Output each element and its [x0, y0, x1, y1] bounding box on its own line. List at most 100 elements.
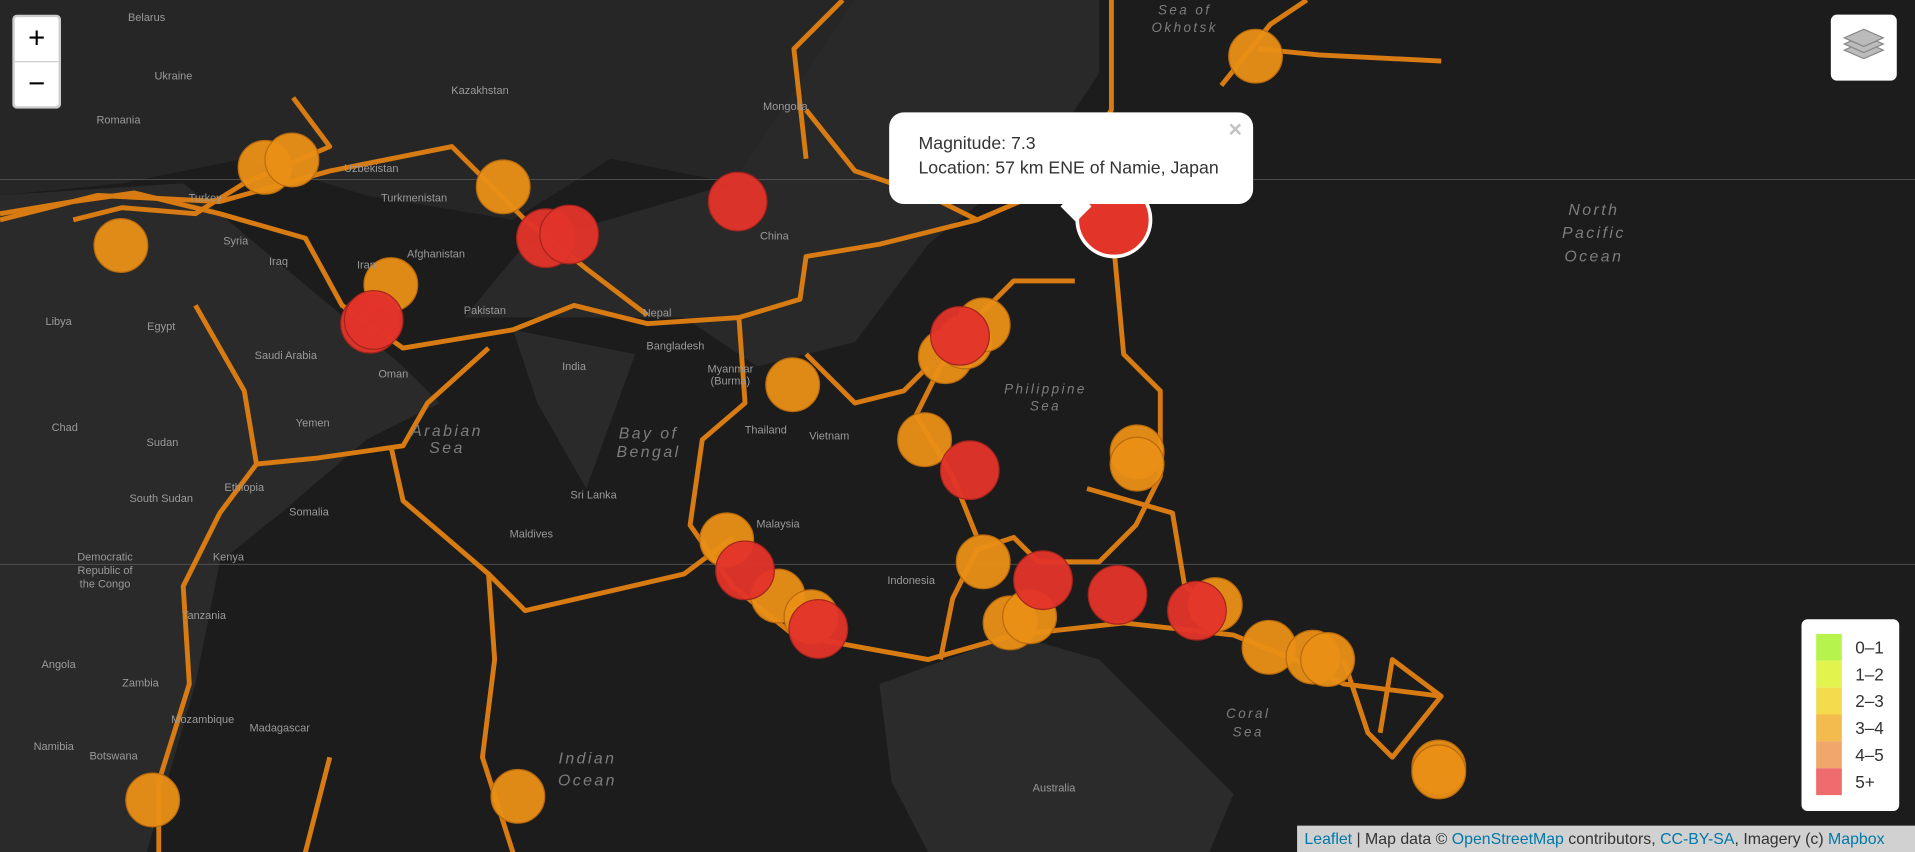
layers-control[interactable] [1830, 14, 1897, 81]
place-label: the Congo [80, 578, 131, 590]
place-label: Myanmar [707, 364, 753, 376]
earthquake-marker[interactable] [93, 218, 149, 273]
legend-label: 5+ [1855, 771, 1875, 792]
place-label: Iran [357, 260, 376, 272]
place-label: Namibia [34, 741, 75, 753]
land [512, 329, 636, 489]
place-label: Botswana [89, 751, 138, 763]
legend-swatch [1816, 660, 1842, 688]
place-label: Democratic [77, 552, 133, 564]
place-labels: Belarus Ukraine Romania Kazakhstan Mongolia U… [34, 12, 1077, 795]
place-label: Uzbekistan [344, 163, 398, 175]
sea-label: Okhotsk [1152, 20, 1218, 35]
legend-label: 1–2 [1855, 664, 1884, 684]
place-label: Saudi Arabia [255, 350, 318, 362]
place-label: Republic of [78, 565, 134, 577]
earthquake-marker[interactable] [1300, 632, 1356, 688]
place-label: Yemen [296, 417, 330, 429]
place-label: Malaysia [756, 519, 800, 531]
popup-close[interactable]: × [1228, 117, 1243, 143]
place-label: Mongolia [763, 101, 808, 113]
place-label: Madagascar [249, 723, 310, 735]
earthquake-marker[interactable] [490, 768, 546, 824]
legend-swatch [1816, 633, 1842, 661]
zoom-control: + − [12, 14, 62, 109]
zoom-in[interactable]: + [28, 21, 46, 55]
legend-row: 0–1 [1816, 633, 1899, 661]
earthquake-marker[interactable] [897, 412, 953, 468]
earthquake-marker[interactable] [707, 171, 768, 232]
sea-label: Bengal [617, 444, 681, 461]
sea-label: Sea of [1158, 3, 1211, 18]
legend-row: 3–4 [1816, 714, 1899, 742]
sea-label: Ocean [558, 772, 617, 789]
earthquake-marker[interactable] [539, 204, 600, 265]
legend-row: 2–3 [1816, 687, 1899, 715]
zoom-out[interactable]: − [14, 61, 59, 106]
sea-label: Bay of [619, 425, 679, 442]
sea-label: Arabian [410, 423, 483, 440]
earthquake-marker[interactable] [1167, 580, 1227, 641]
place-label: Kazakhstan [451, 85, 508, 97]
place-label: Belarus [128, 12, 166, 24]
sea-label: Sea [429, 440, 465, 457]
legend-label: 4–5 [1855, 745, 1884, 765]
place-label: Somalia [289, 506, 330, 518]
attribution-link[interactable]: Mapbox [1828, 829, 1885, 848]
attribution-text: | Map data © [1352, 829, 1452, 848]
place-label: Kenya [213, 552, 245, 564]
earthquake-marker[interactable] [1013, 550, 1073, 611]
place-label: Vietnam [809, 431, 849, 443]
earthquake-marker[interactable] [475, 159, 531, 215]
attribution-link[interactable]: CC-BY-SA [1660, 829, 1735, 848]
sea-label: Ocean [1564, 248, 1623, 265]
earthquake-marker[interactable] [715, 540, 775, 601]
earthquake-marker[interactable] [788, 599, 849, 659]
place-label: Ethiopia [224, 482, 265, 494]
place-label: China [760, 230, 790, 242]
earthquake-marker[interactable] [264, 132, 320, 188]
earthquake-marker[interactable] [1411, 744, 1467, 800]
place-label: Thailand [745, 425, 787, 437]
earthquake-marker[interactable] [343, 290, 404, 350]
earthquake-marker[interactable] [930, 305, 990, 366]
earthquake-marker[interactable] [955, 534, 1011, 590]
place-label: Oman [378, 368, 408, 380]
legend-swatch [1816, 687, 1842, 715]
place-label: India [562, 361, 587, 373]
attribution-link[interactable]: OpenStreetMap [1451, 829, 1564, 848]
place-label: Syria [223, 235, 249, 247]
attribution-link[interactable]: Leaflet [1304, 829, 1353, 848]
sea-label: Sea [1030, 398, 1061, 413]
earthquake-marker[interactable] [125, 772, 181, 828]
earthquake-marker[interactable] [1109, 436, 1165, 492]
place-label: Mozambique [171, 714, 234, 726]
place-label: Tanzania [182, 610, 227, 622]
attribution-text: , Imagery (c) [1734, 829, 1829, 848]
earthquake-marker[interactable] [1228, 28, 1284, 84]
sea-label: Pacific [1562, 225, 1626, 242]
place-label: Afghanistan [407, 249, 465, 261]
place-label: Libya [45, 316, 72, 328]
land [879, 635, 1234, 852]
place-label: Ukraine [155, 70, 193, 82]
place-label: Angola [42, 659, 77, 671]
place-label: Indonesia [887, 575, 936, 587]
place-label: Nepal [643, 307, 672, 319]
place-label: Zambia [122, 677, 160, 689]
popup: Magnitude: 7.3 Location: 57 km ENE of Na… [889, 112, 1254, 222]
place-label: Australia [1033, 782, 1077, 794]
earthquake-marker[interactable] [1087, 564, 1148, 625]
earthquake-marker[interactable] [939, 440, 1000, 501]
earthquake-markers [93, 28, 1467, 828]
popup-location: Location: 57 km ENE of Namie, Japan [918, 158, 1219, 179]
legend-swatch [1816, 741, 1842, 769]
legend-swatch [1816, 768, 1842, 796]
place-label: Turkey [189, 193, 223, 205]
land [464, 0, 1100, 367]
place-label: Iraq [269, 256, 288, 268]
place-label: Chad [52, 422, 78, 434]
earthquake-marker[interactable] [765, 357, 821, 413]
